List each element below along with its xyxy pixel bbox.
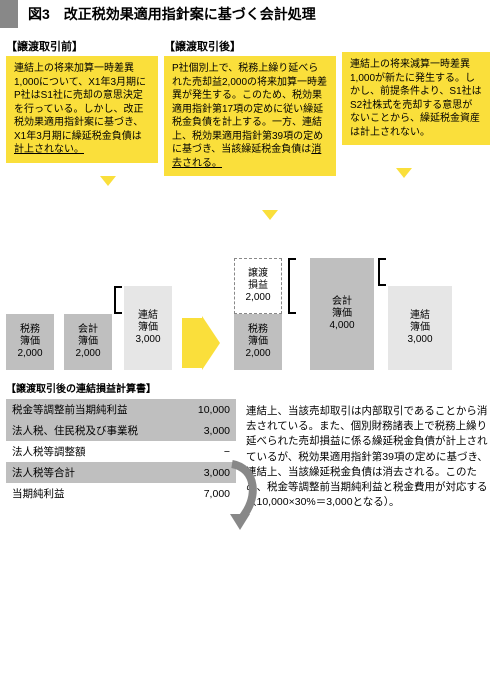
callout-after2: 連結上の将来減算一時差異1,000が新たに発生する。しかし、前提条件より、S1社… [342,52,490,145]
curve-arrow-icon [228,458,268,538]
before-label: 【譲渡取引前】 [6,38,158,54]
callout-before-ul: 計上されない。 [14,144,84,155]
pl-table: 税金等調整前当期純利益10,000 法人税、住民税及び事業税3,000 法人税等… [6,399,236,504]
pl-title: 【譲渡取引後の連結損益計算書】 [6,380,236,395]
before-column: 【譲渡取引前】 連結上の将来加算一時差異1,000について、X1年3月期にP社は… [6,32,158,176]
fig-number: 図3 [28,6,50,22]
bottom-note: 連結上、当該売却取引は内部取引であることから消去されている。また、個別財務諸表上… [246,376,494,511]
fig-caption: 改正税効果適用指針案に基づく会計処理 [64,6,316,22]
top-row: 【譲渡取引前】 連結上の将来加算一時差異1,000について、X1年3月期にP社は… [0,28,500,176]
table-row: 法人税等合計3,000 [6,462,236,483]
bar-acct-before: 会計簿価2,000 [64,314,112,370]
figure-title-bar: 図3 改正税効果適用指針案に基づく会計処理 [0,0,500,28]
chart-area: 税務簿価2,000 会計簿価2,000 連結簿価3,000 税務簿価2,000 … [6,180,494,370]
arrow-block [182,318,202,368]
arrow-head [202,316,220,370]
bar-tax-after: 税務簿価2,000 [234,314,282,370]
callout-before-text: 連結上の将来加算一時差異1,000について、X1年3月期にP社はS1社に売却の意… [14,63,146,142]
callout-after1: P社個別上で、税務上繰り延べられた売却益2,000の将来加算一時差異が発生する。… [164,56,336,176]
bar-cons-after: 連結簿価3,000 [388,286,452,370]
callout-after1-text: P社個別上で、税務上繰り延べられた売却益2,000の将来加算一時差異が発生する。… [172,63,327,155]
bar-gain: 譲渡損益2,000 [234,258,282,314]
bar-cons-before: 連結簿価3,000 [124,286,172,370]
table-row: 法人税等調整額− [6,441,236,462]
after2-column: 連結上の将来減算一時差異1,000が新たに発生する。しかし、前提条件より、S1社… [342,32,490,176]
bracket-after2 [378,258,386,286]
after1-column: 【譲渡取引後】 P社個別上で、税務上繰り延べられた売却益2,000の将来加算一時… [164,32,336,176]
table-row: 法人税、住民税及び事業税3,000 [6,420,236,441]
bar-tax-before: 税務簿価2,000 [6,314,54,370]
bracket-before [114,286,122,314]
figure-title: 図3 改正税効果適用指針案に基づく会計処理 [18,4,316,24]
tri-after2 [396,168,412,178]
bar-acct-after: 会計簿価4,000 [310,258,374,370]
table-row: 当期純利益7,000 [6,483,236,504]
after-label: 【譲渡取引後】 [164,38,336,54]
pl-box: 【譲渡取引後の連結損益計算書】 税金等調整前当期純利益10,000 法人税、住民… [6,376,236,511]
callout-before: 連結上の将来加算一時差異1,000について、X1年3月期にP社はS1社に売却の意… [6,56,158,163]
table-row: 税金等調整前当期純利益10,000 [6,399,236,420]
bracket-after1 [288,258,296,314]
title-accent [0,0,18,28]
